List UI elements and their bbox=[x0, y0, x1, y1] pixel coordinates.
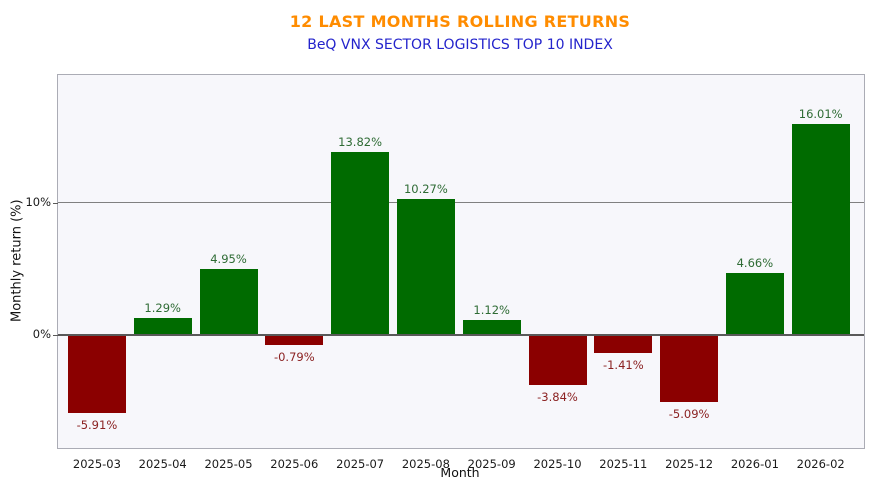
bar-value-label: -3.84% bbox=[537, 390, 578, 405]
x-tick-label: 2025-10 bbox=[533, 457, 582, 471]
bar-value-label: 4.95% bbox=[210, 252, 247, 267]
bar-2025-12 bbox=[660, 334, 719, 402]
bar-2025-03 bbox=[67, 334, 126, 413]
x-tick-label: 2025-06 bbox=[270, 457, 319, 471]
y-tick-label: 10% bbox=[25, 194, 51, 209]
x-axis-title: Month bbox=[440, 465, 480, 480]
bar-2025-10 bbox=[528, 334, 587, 386]
bar-value-label: 13.82% bbox=[338, 135, 383, 150]
bar-value-label: -5.09% bbox=[668, 406, 710, 421]
x-tick-label: 2025-08 bbox=[401, 457, 450, 471]
x-tick-label: 2026-01 bbox=[730, 457, 779, 471]
bar-2026-01 bbox=[725, 273, 784, 335]
bar-value-label: 1.12% bbox=[473, 302, 510, 317]
y-tick-label: 0% bbox=[32, 326, 51, 341]
chart-subtitle: BeQ VNX SECTOR LOGISTICS TOP 10 INDEX bbox=[307, 37, 613, 53]
zero-axis-line bbox=[58, 333, 864, 336]
bar-2026-02 bbox=[791, 123, 850, 335]
x-tick-label: 2025-11 bbox=[599, 457, 648, 471]
x-tick-label: 2025-12 bbox=[665, 457, 714, 471]
bar-2025-11 bbox=[594, 334, 653, 354]
bar-2025-09 bbox=[462, 319, 521, 335]
plot-area: 0% 10% -5.91% 2025-03 1.29% 2025-04 4.95% 2025-… bbox=[25, 74, 865, 471]
bar-2025-07 bbox=[331, 152, 390, 335]
bar-2025-08 bbox=[396, 199, 455, 335]
x-tick-label: 2025-05 bbox=[204, 457, 253, 471]
y-tick-mark bbox=[53, 202, 58, 204]
bar-value-label: -0.79% bbox=[273, 350, 315, 365]
bar-value-label: 10.27% bbox=[403, 182, 448, 197]
bar-2025-06 bbox=[265, 334, 324, 346]
y-tick-mark bbox=[53, 334, 58, 336]
x-tick-label: 2025-07 bbox=[336, 457, 385, 471]
x-tick-label: 2026-02 bbox=[796, 457, 845, 471]
x-tick-label: 2025-03 bbox=[72, 457, 121, 471]
bar-value-label: 4.66% bbox=[736, 256, 774, 271]
bar-value-label: -5.91% bbox=[76, 417, 118, 432]
bar-value-label: 1.29% bbox=[144, 300, 181, 315]
chart-title: 12 LAST MONTHS ROLLING RETURNS bbox=[289, 12, 631, 31]
bar-2025-04 bbox=[133, 317, 192, 335]
x-tick-label: 2025-04 bbox=[138, 457, 187, 471]
gridline-10pct bbox=[58, 202, 864, 204]
bar-2025-05 bbox=[199, 269, 258, 335]
x-tick-label: 2025-09 bbox=[467, 457, 516, 471]
y-axis-title: Monthly return (%) bbox=[9, 199, 25, 322]
bar-value-label: -1.41% bbox=[602, 358, 644, 373]
bar-value-label: 16.01% bbox=[798, 106, 843, 121]
